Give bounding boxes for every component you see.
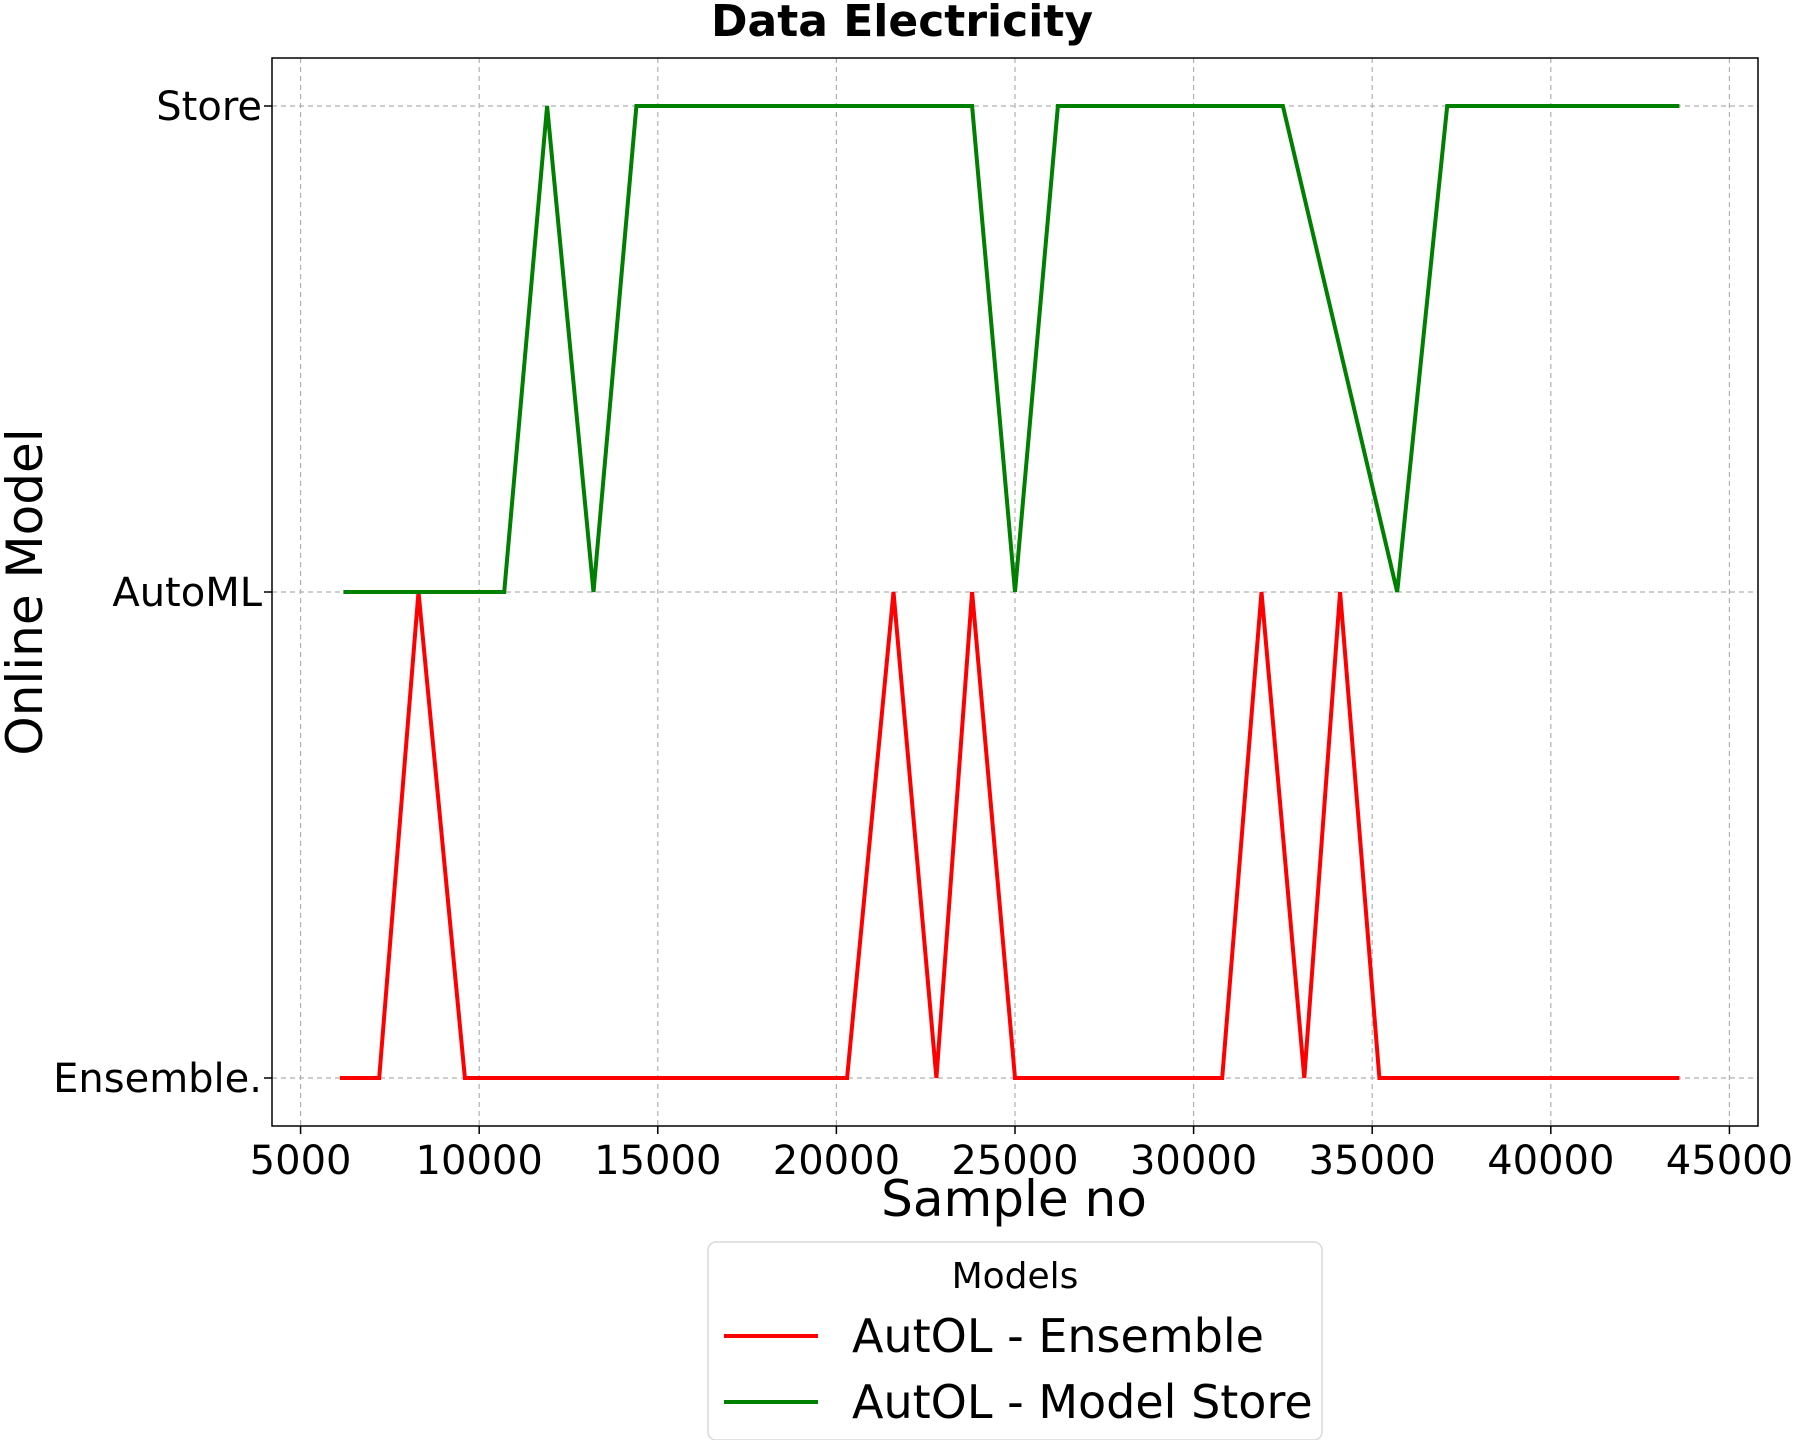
legend: Models AutOL - Ensemble AutOL - Model Sto… <box>707 1241 1323 1440</box>
x-tick-label: 5000 <box>250 1138 352 1184</box>
legend-box <box>707 1241 1323 1440</box>
x-tick-label: 20000 <box>773 1138 900 1184</box>
y-tick-label: AutoML <box>112 570 262 616</box>
x-axis-ticks: 5000 10000 15000 20000 25000 30000 35000 40000 4… <box>250 1126 1793 1184</box>
series-line-1 <box>339 591 1680 1080</box>
series-line-2 <box>343 104 1680 594</box>
x-tick-label: 30000 <box>1130 1138 1257 1184</box>
y-tick-label: Store <box>156 84 262 130</box>
y-tick-label: Ensemble. <box>53 1056 262 1102</box>
legend-label-1: AutOL - Ensemble <box>852 1309 1264 1363</box>
x-tick-label: 35000 <box>1309 1138 1436 1184</box>
x-tick-label: 10000 <box>416 1138 543 1184</box>
y-axis-ticks: Ensemble. AutoML Store <box>53 84 272 1102</box>
y-axis-label: Online Model <box>0 428 54 755</box>
chart-title: Data Electricity <box>711 0 1093 47</box>
x-tick-label: 25000 <box>951 1138 1078 1184</box>
legend-label-2: AutOL - Model Store <box>852 1375 1313 1429</box>
legend-title: Models <box>952 1256 1079 1297</box>
x-tick-label: 45000 <box>1666 1138 1793 1184</box>
x-tick-label: 15000 <box>594 1138 721 1184</box>
x-tick-label: 40000 <box>1487 1138 1614 1184</box>
x-axis-label: Sample no <box>881 1170 1147 1228</box>
series-layer <box>339 104 1680 1080</box>
